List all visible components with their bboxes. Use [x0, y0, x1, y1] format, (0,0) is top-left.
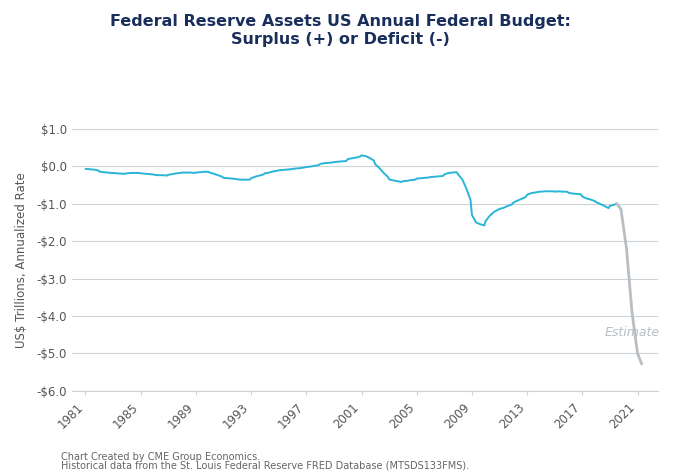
Text: Estimate: Estimate [605, 326, 660, 339]
Y-axis label: US$ Trillions, Annualized Rate: US$ Trillions, Annualized Rate [15, 172, 28, 348]
Text: Historical data from the St. Louis Federal Reserve FRED Database (MTSDS133FMS).: Historical data from the St. Louis Feder… [61, 461, 469, 471]
Text: Chart Created by CME Group Economics.: Chart Created by CME Group Economics. [61, 452, 260, 462]
Text: Federal Reserve Assets US Annual Federal Budget:
Surplus (+) or Deficit (-): Federal Reserve Assets US Annual Federal… [109, 14, 571, 47]
